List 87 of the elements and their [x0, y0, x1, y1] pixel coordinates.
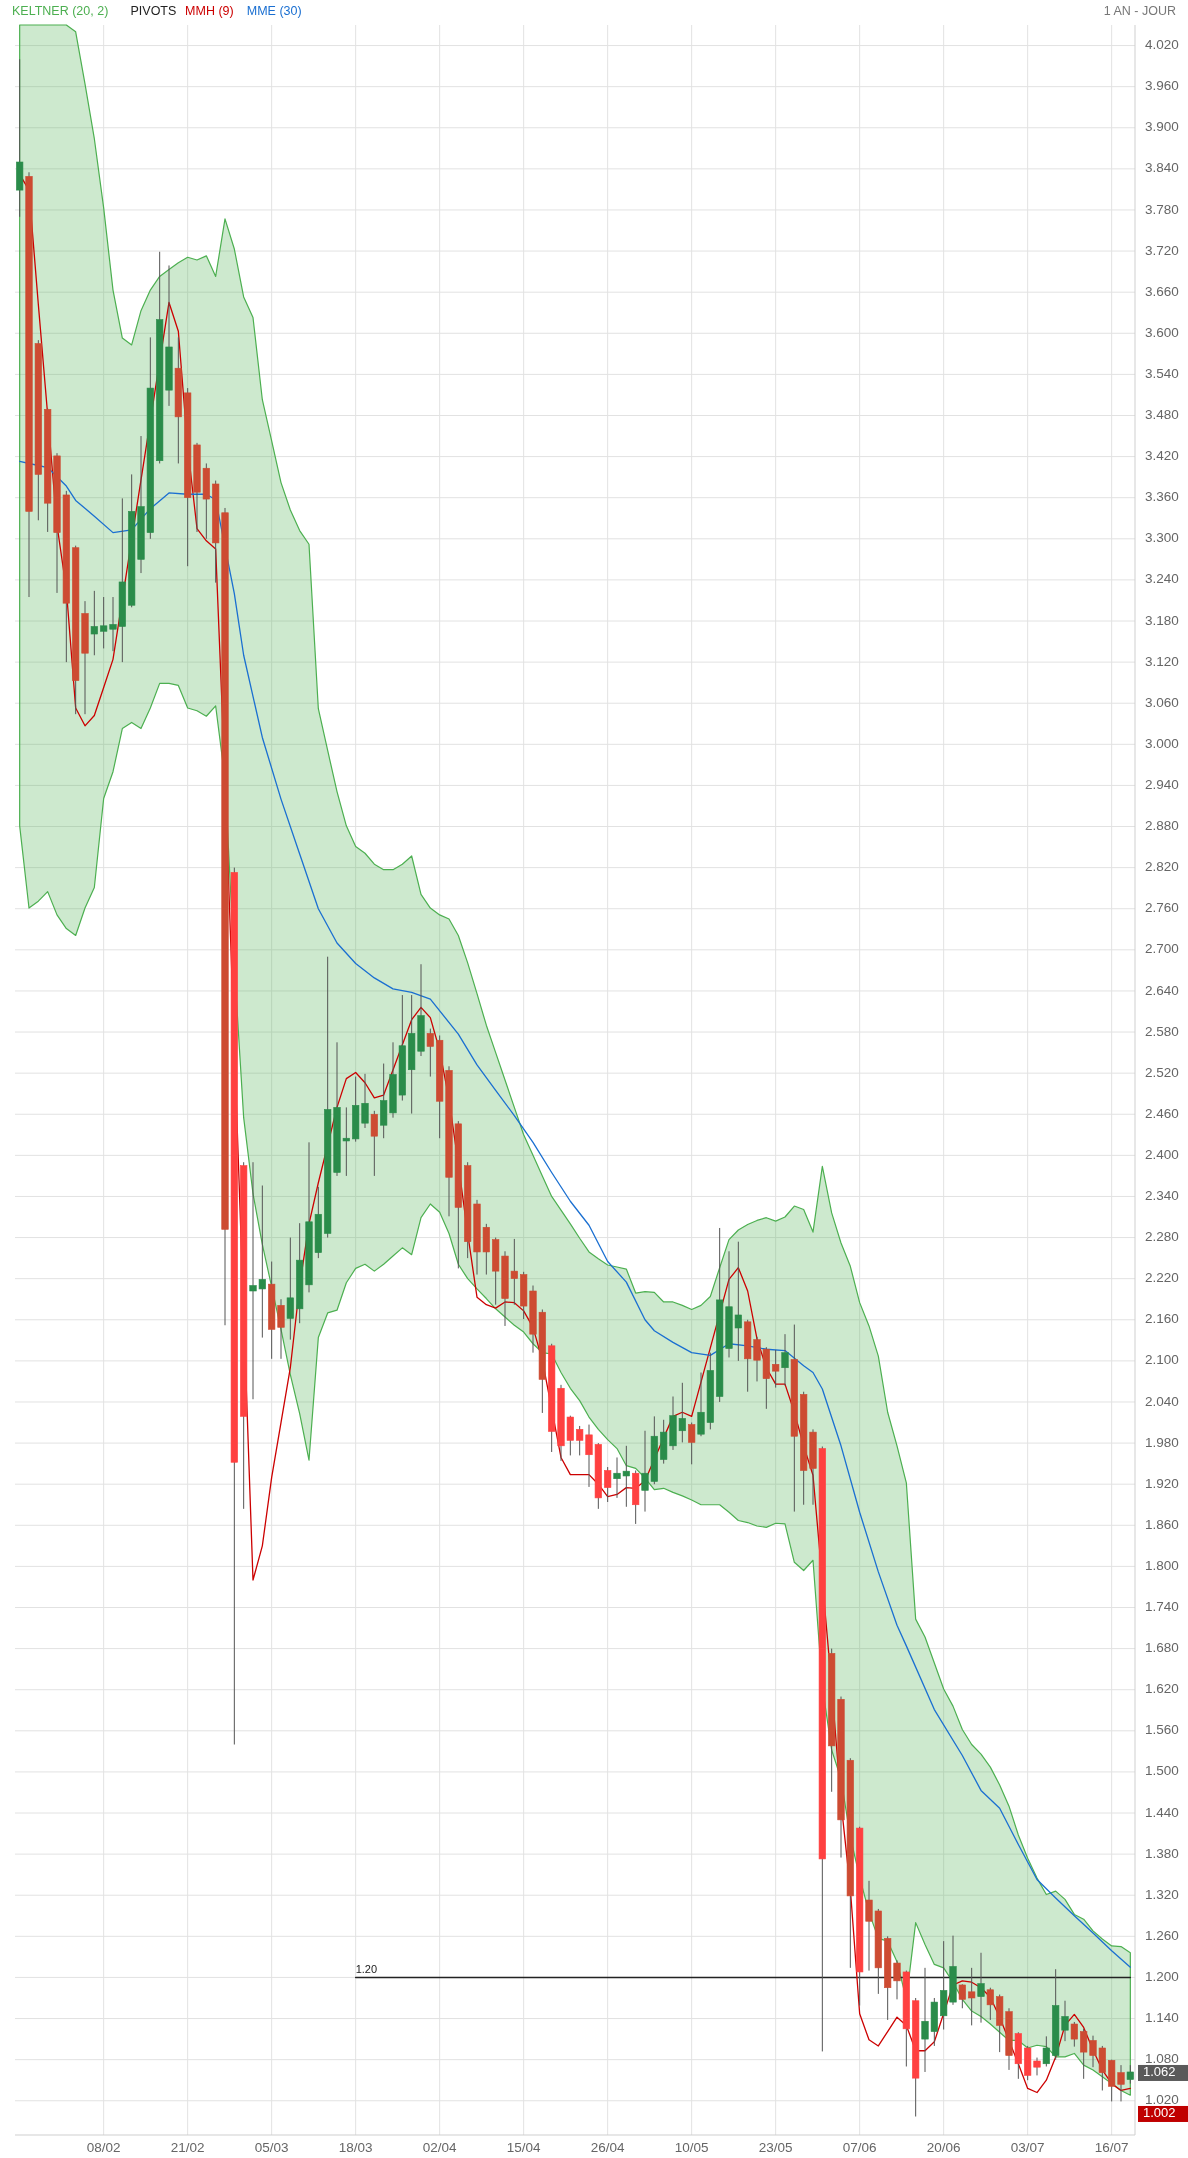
y-tick-label: 2.460: [1145, 1105, 1179, 1121]
candlestick: [1126, 2064, 1134, 2085]
text: 1.002: [1143, 2105, 1176, 2121]
y-tick-label: 3.060: [1145, 694, 1179, 710]
y-tick-label: 1.500: [1145, 1763, 1179, 1779]
y-tick-label: 1.680: [1145, 1640, 1179, 1656]
y-tick-label: 1.980: [1145, 1434, 1179, 1450]
y-tick-label: 4.020: [1145, 37, 1179, 53]
candlestick: [958, 1983, 966, 2009]
candlestick: [426, 1028, 434, 1078]
x-tick-label: 26/04: [590, 2139, 626, 2155]
y-tick-label: 2.100: [1145, 1352, 1179, 1368]
y-tick-label: 3.480: [1145, 407, 1179, 423]
y-tick-label: 2.340: [1145, 1188, 1179, 1204]
x-tick-label: 10/05: [674, 2139, 709, 2155]
y-tick-label: 2.160: [1145, 1311, 1179, 1327]
y-tick-label: 2.520: [1145, 1064, 1179, 1080]
y-tick-label: 1.140: [1145, 2010, 1179, 2026]
candlestick: [977, 1952, 985, 2024]
x-tick-label: 15/04: [506, 2139, 542, 2155]
y-tick-label: 3.660: [1145, 283, 1179, 299]
y-tick-label: 2.700: [1145, 941, 1179, 957]
candlestick: [986, 1987, 994, 2021]
x-tick-label: 23/05: [758, 2139, 793, 2155]
y-tick-label: 3.780: [1145, 201, 1179, 217]
y-tick-label: 3.360: [1145, 489, 1179, 505]
text: MMH (9): [185, 4, 234, 19]
y-tick-label: 2.400: [1145, 1146, 1179, 1162]
y-tick-label: 1.800: [1145, 1557, 1179, 1573]
y-tick-label: 2.640: [1145, 982, 1179, 998]
candlestick: [772, 1349, 780, 1389]
x-tick-label: 07/06: [842, 2139, 877, 2155]
x-tick-label: 18/03: [338, 2139, 373, 2155]
y-tick-label: 1.440: [1145, 1804, 1179, 1820]
y-tick-label: 3.180: [1145, 612, 1179, 628]
y-tick-label: 2.040: [1145, 1393, 1179, 1409]
y-tick-label: 1.320: [1145, 1886, 1179, 1902]
candlestick: [968, 1967, 976, 2026]
y-tick-label: 3.000: [1145, 735, 1179, 751]
y-tick-label: 2.880: [1145, 818, 1179, 834]
x-tick-label: 03/07: [1010, 2139, 1045, 2155]
candlestick: [688, 1422, 696, 1465]
y-tick-label: 1.020: [1145, 2092, 1179, 2108]
y-tick-label: 3.720: [1145, 242, 1179, 258]
y-tick-label: 2.280: [1145, 1229, 1179, 1245]
y-tick-label: 1.620: [1145, 1681, 1179, 1697]
candlestick: [286, 1237, 294, 1341]
y-tick-label: 1.920: [1145, 1475, 1179, 1491]
candlestick: [1042, 2035, 1050, 2067]
y-tick-label: 1.560: [1145, 1722, 1179, 1738]
y-tick-label: 2.940: [1145, 776, 1179, 792]
y-tick-label: 3.300: [1145, 530, 1179, 546]
y-tick-label: 3.900: [1145, 119, 1179, 135]
x-tick-label: 21/02: [170, 2139, 205, 2155]
y-tick-label: 3.540: [1145, 365, 1179, 381]
legend-label: KELTNER (20, 2): [12, 4, 109, 19]
y-tick-label: 3.600: [1145, 324, 1179, 340]
text: 1.062: [1143, 2064, 1176, 2080]
candlestick: [370, 1110, 378, 1177]
y-tick-label: 3.840: [1145, 160, 1179, 176]
y-tick-label: 3.420: [1145, 448, 1179, 464]
candlestick: [1070, 2021, 1078, 2048]
x-tick-label: 08/02: [86, 2139, 121, 2155]
y-tick-label: 1.860: [1145, 1516, 1179, 1532]
y-tick-label: 1.200: [1145, 1969, 1179, 1984]
y-tick-label: 2.760: [1145, 900, 1179, 916]
chart-subtitle: 1 AN - JOUR: [1103, 4, 1176, 19]
y-tick-label: 1.080: [1145, 2051, 1179, 2067]
y-tick-label: 2.820: [1145, 859, 1179, 875]
y-tick-label: 3.120: [1145, 653, 1179, 669]
y-tick-label: 2.580: [1145, 1023, 1179, 1039]
x-tick-label: 02/04: [422, 2139, 458, 2155]
y-tick-label: 1.380: [1145, 1845, 1179, 1861]
y-tick-label: 1.740: [1145, 1599, 1179, 1615]
text: PIVOTS: [130, 4, 177, 19]
annotation: 1.20: [355, 1963, 378, 1976]
y-tick-label: 3.240: [1145, 571, 1179, 587]
candlestick: [90, 590, 98, 656]
x-tick-label: 16/07: [1094, 2139, 1129, 2155]
y-tick-label: 1.260: [1145, 1927, 1179, 1943]
x-tick-label: 20/06: [926, 2139, 961, 2155]
candlestick: [781, 1333, 789, 1387]
x-tick-label: 05/03: [254, 2139, 289, 2155]
candlestick: [604, 1466, 612, 1503]
y-tick-label: 2.220: [1145, 1270, 1179, 1286]
y-tick-label: 3.960: [1145, 78, 1179, 94]
text: MME (30): [246, 4, 302, 19]
